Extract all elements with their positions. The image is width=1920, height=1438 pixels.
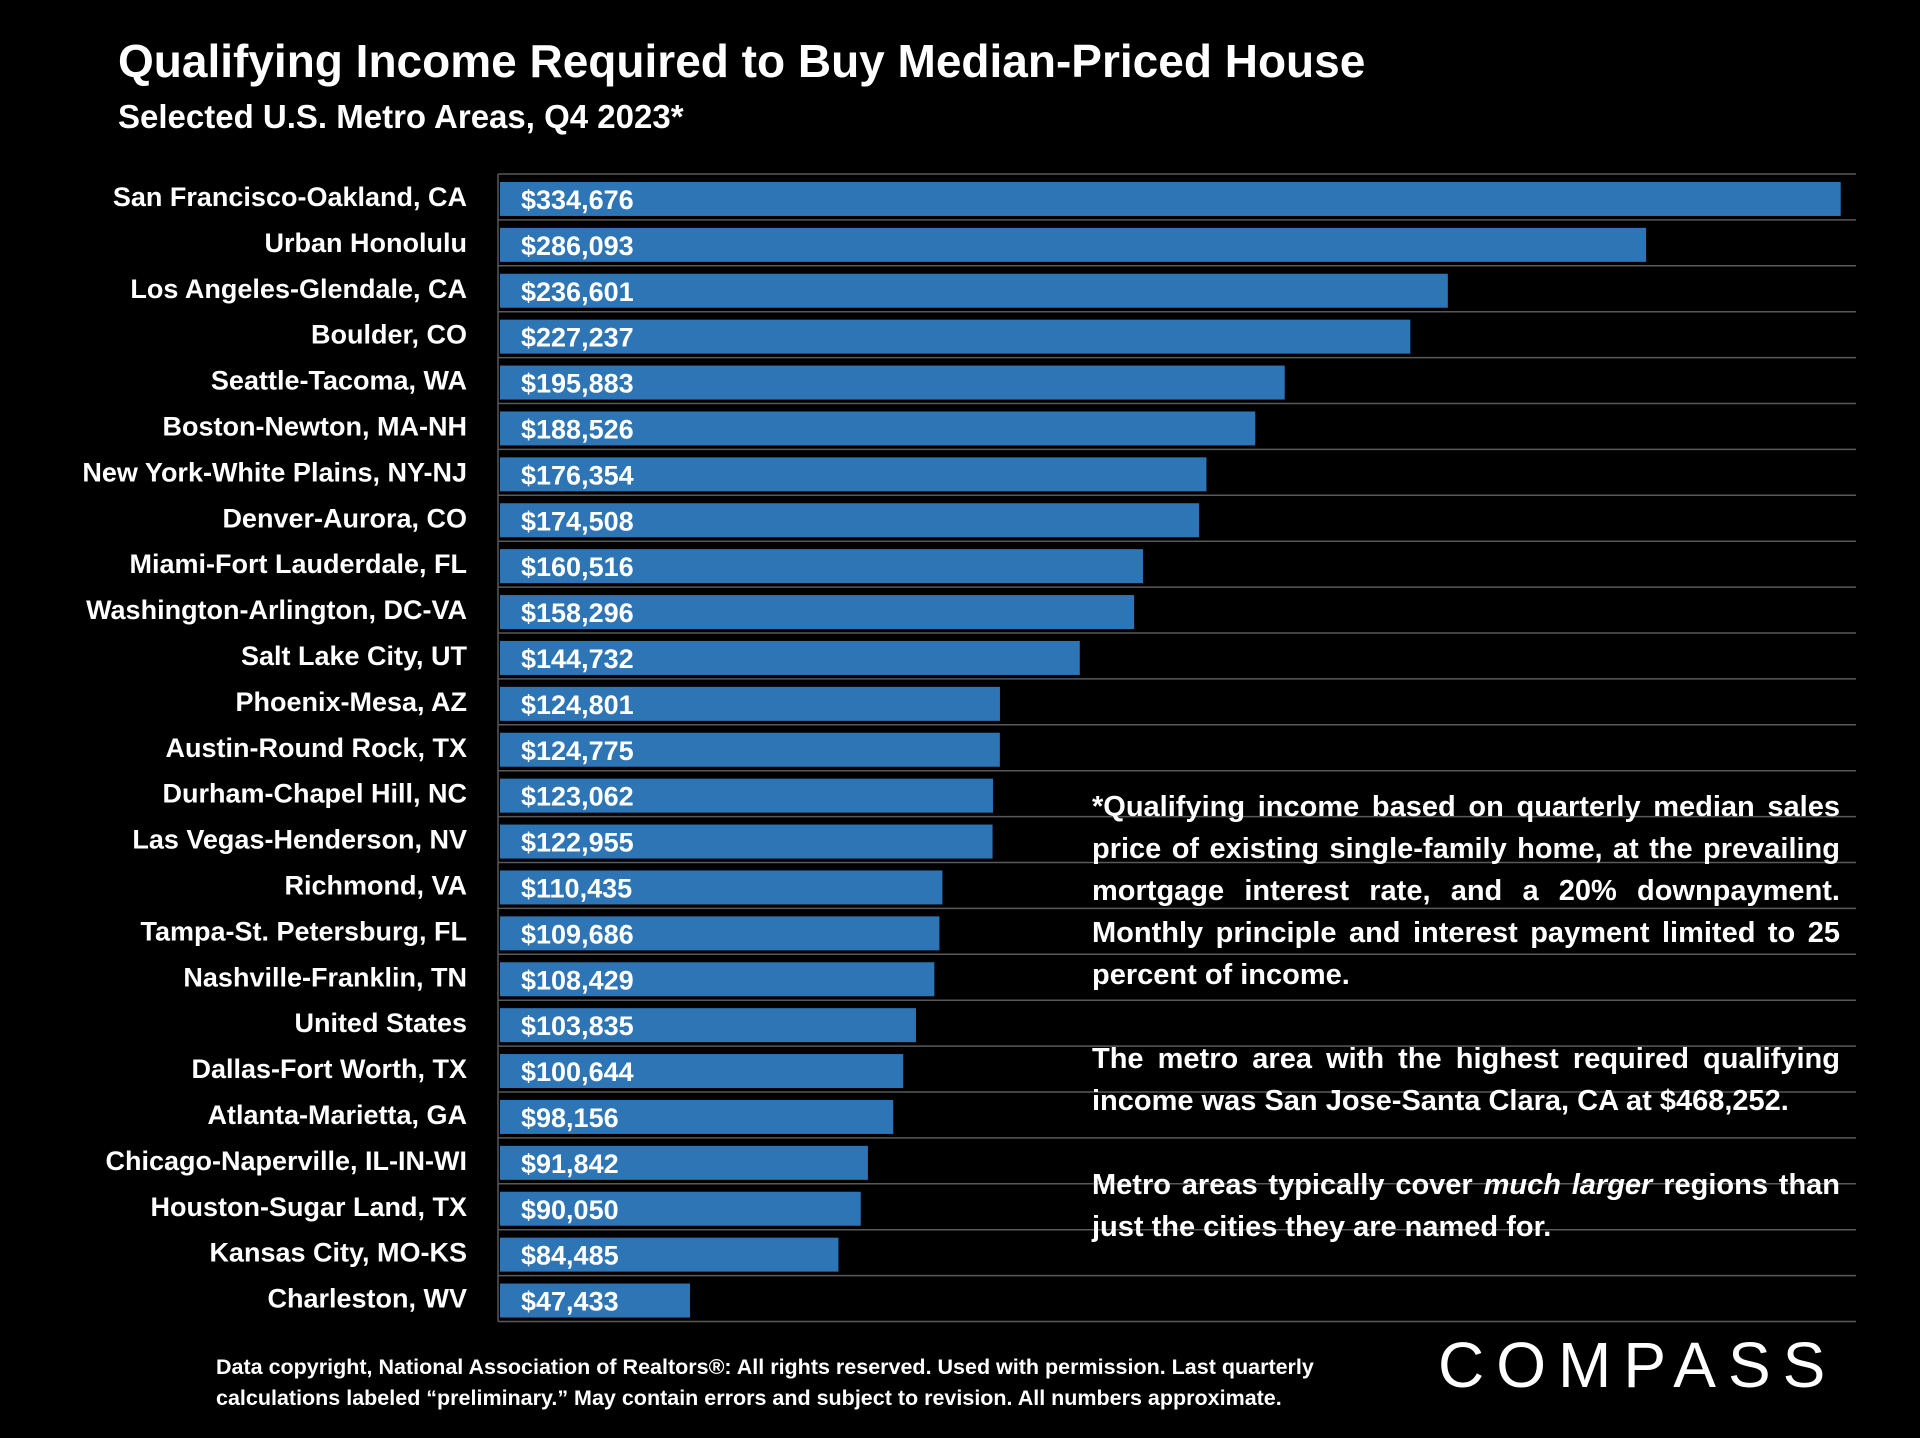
note-highest-metro: The metro area with the highest required…	[1092, 1043, 1840, 1117]
bar	[500, 227, 1647, 262]
bar	[500, 778, 993, 813]
value-label: $84,485	[521, 1241, 619, 1271]
bar	[500, 503, 1200, 538]
bar	[500, 319, 1411, 354]
value-label: $108,429	[521, 965, 634, 995]
note-metro-areas-start: Metro areas typically cover	[1092, 1169, 1484, 1201]
bar	[500, 1283, 691, 1318]
value-label: $122,955	[521, 828, 634, 858]
value-label: $110,435	[521, 873, 632, 903]
bar	[500, 273, 1448, 308]
note-metro-areas-end: regions than just the cities they are na…	[1092, 1169, 1841, 1243]
category-label: Austin-Round Rock, TX	[166, 733, 467, 763]
value-label: $91,842	[521, 1149, 619, 1179]
data-copyright-footer: Data copyright, National Association of …	[216, 1352, 1416, 1414]
bar	[500, 595, 1135, 630]
category-label: Boulder, CO	[311, 320, 467, 350]
category-label: Urban Honolulu	[265, 228, 467, 258]
category-label: United States	[294, 1008, 467, 1038]
bar	[500, 365, 1285, 400]
value-label: $124,801	[521, 690, 634, 720]
bar	[500, 1237, 839, 1272]
compass-logo: COMPASS	[1438, 1329, 1838, 1401]
value-label: $47,433	[521, 1287, 619, 1317]
bar	[500, 1099, 894, 1134]
value-label: $124,775	[521, 736, 634, 766]
bar	[500, 1008, 916, 1043]
bar	[500, 1145, 868, 1180]
category-label: San Francisco-Oakland, CA	[113, 182, 467, 212]
value-label: $100,644	[521, 1057, 634, 1087]
chart-notes: *Qualifying income based on quarterly me…	[1092, 786, 1840, 1290]
note-metro-areas: Metro areas typically cover much larger …	[1092, 1164, 1840, 1248]
bar	[500, 1191, 861, 1226]
bar	[500, 411, 1256, 446]
bar	[500, 870, 943, 905]
chart-title: Qualifying Income Required to Buy Median…	[118, 35, 1366, 87]
bar	[500, 962, 935, 997]
category-label: New York-White Plains, NY-NJ	[82, 457, 467, 487]
bar-chart: San Francisco-Oakland, CA $334,676 Urban H…	[82, 173, 1856, 1323]
category-label: Los Angeles-Glendale, CA	[130, 274, 467, 304]
category-label: Nashville-Franklin, TN	[183, 962, 467, 992]
value-label: $334,676	[521, 185, 634, 215]
value-label: $123,062	[521, 782, 634, 812]
bar	[500, 824, 993, 859]
category-label: Houston-Sugar Land, TX	[151, 1192, 468, 1222]
value-label: $98,156	[521, 1103, 619, 1133]
category-label: Chicago-Naperville, IL-IN-WI	[105, 1146, 467, 1176]
value-label: $174,508	[521, 506, 634, 536]
footer-line-2: calculations labeled “preliminary.” May …	[216, 1386, 1282, 1410]
value-label: $160,516	[521, 552, 634, 582]
footer-line-1: Data copyright, National Association of …	[216, 1355, 1314, 1379]
category-label: Washington-Arlington, DC-VA	[86, 595, 467, 625]
value-label: $103,835	[521, 1011, 634, 1041]
category-label: Charleston, WV	[267, 1284, 467, 1314]
category-label: Seattle-Tacoma, WA	[211, 366, 467, 396]
category-label: Tampa-St. Petersburg, FL	[140, 916, 467, 946]
category-label: Dallas-Fort Worth, TX	[191, 1054, 467, 1084]
value-label: $90,050	[521, 1195, 619, 1225]
category-label: Boston-Newton, MA-NH	[163, 411, 467, 441]
category-label: Kansas City, MO-KS	[209, 1238, 467, 1268]
value-label: $176,354	[521, 460, 634, 490]
category-label: Las Vegas-Henderson, NV	[132, 825, 467, 855]
bar	[500, 640, 1080, 675]
value-label: $286,093	[521, 231, 634, 261]
category-label: Denver-Aurora, CO	[222, 503, 467, 533]
category-label: Atlanta-Marietta, GA	[207, 1100, 467, 1130]
category-label: Durham-Chapel Hill, NC	[162, 779, 467, 809]
value-label: $144,732	[521, 644, 634, 674]
category-label: Phoenix-Mesa, AZ	[235, 687, 467, 717]
value-label: $195,883	[521, 369, 634, 399]
category-label: Richmond, VA	[284, 870, 467, 900]
category-label: Salt Lake City, UT	[241, 641, 468, 671]
value-label: $227,237	[521, 323, 634, 353]
value-label: $236,601	[521, 277, 634, 307]
note-metro-areas-emphasis: much larger	[1483, 1169, 1653, 1201]
bar	[500, 916, 940, 951]
bar	[500, 1054, 904, 1089]
value-label: $158,296	[521, 598, 634, 628]
value-label: $109,686	[521, 919, 634, 949]
bar	[500, 686, 1000, 721]
note-methodology: *Qualifying income based on quarterly me…	[1092, 791, 1840, 991]
category-label: Miami-Fort Lauderdale, FL	[129, 549, 467, 579]
value-label: $188,526	[521, 414, 634, 444]
bar	[500, 181, 1841, 216]
chart-subtitle: Selected U.S. Metro Areas, Q4 2023*	[118, 98, 684, 135]
bar	[500, 732, 1000, 767]
bar	[500, 549, 1144, 584]
bar	[500, 457, 1207, 492]
